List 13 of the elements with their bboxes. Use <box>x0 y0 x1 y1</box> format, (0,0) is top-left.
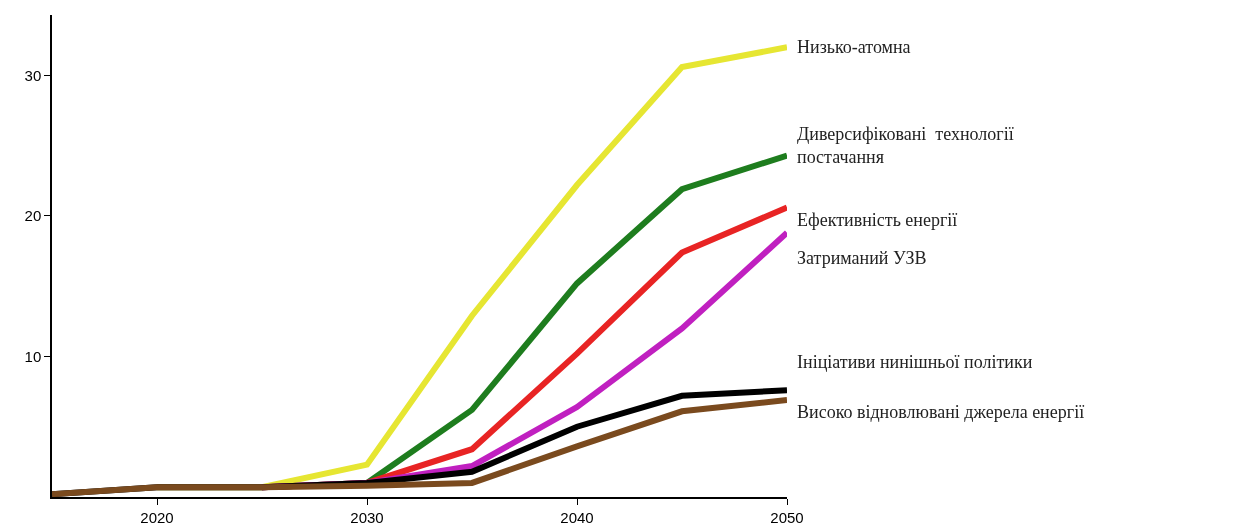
series-label: Ефективність енергії <box>797 210 958 230</box>
series-label: Диверсифіковані технології постачання <box>797 124 1014 168</box>
y-tick-label: 30 <box>24 66 42 84</box>
x-tick-label: 2040 <box>560 508 594 526</box>
x-tick-label: 2030 <box>350 508 384 526</box>
series-label: Високо відновлювані джерела енергії <box>797 402 1085 422</box>
x-tick-label: 2050 <box>770 508 804 526</box>
series-label: Затриманий УЗВ <box>797 248 927 268</box>
y-tick-label: 20 <box>24 207 42 225</box>
series-label: Ініціативи нинішньої політики <box>797 352 1033 372</box>
y-tick-label: 10 <box>24 347 42 365</box>
series-label: Низько-атомна <box>797 37 911 57</box>
x-tick-label: 2020 <box>140 508 174 526</box>
